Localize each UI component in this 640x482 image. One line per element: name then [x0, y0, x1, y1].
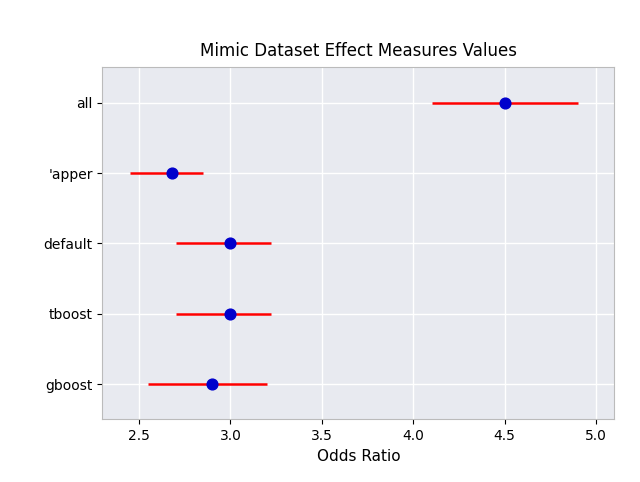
X-axis label: Odds Ratio: Odds Ratio	[317, 449, 400, 464]
Point	[167, 169, 177, 177]
Point	[225, 310, 236, 318]
Point	[500, 99, 510, 107]
Title: Mimic Dataset Effect Measures Values: Mimic Dataset Effect Measures Values	[200, 42, 517, 60]
Point	[207, 380, 217, 388]
Point	[225, 240, 236, 247]
